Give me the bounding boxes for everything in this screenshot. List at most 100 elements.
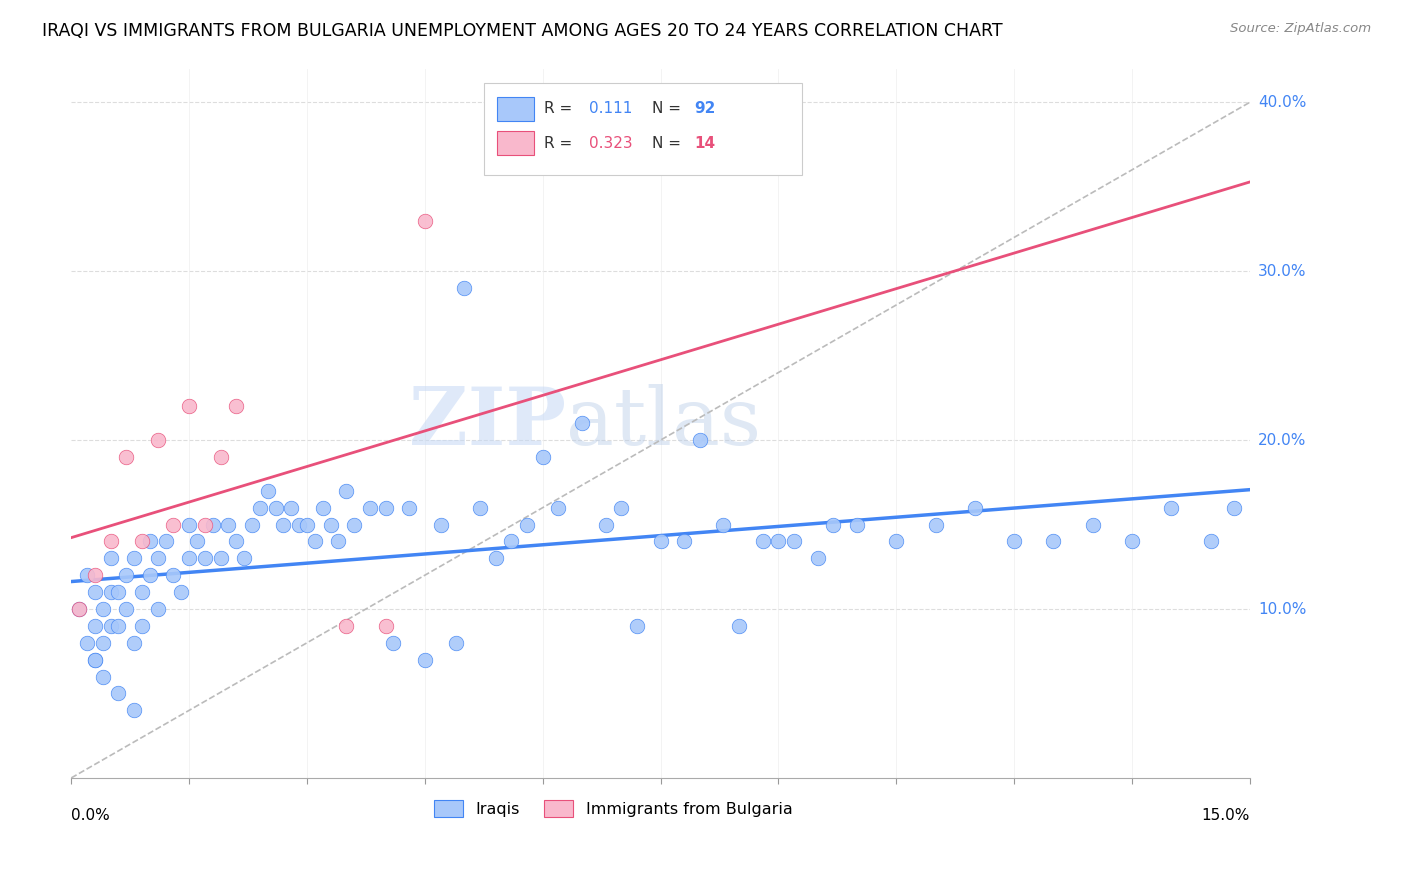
Point — [146, 433, 169, 447]
Point — [146, 551, 169, 566]
Point — [76, 636, 98, 650]
Text: ZIP: ZIP — [409, 384, 567, 462]
Point — [131, 585, 153, 599]
Text: 20.0%: 20.0% — [1258, 433, 1306, 448]
FancyBboxPatch shape — [496, 131, 534, 155]
Point — [194, 517, 217, 532]
Point — [240, 517, 263, 532]
Point — [807, 551, 830, 566]
Point — [100, 619, 122, 633]
Point — [1081, 517, 1104, 532]
Point — [650, 534, 672, 549]
Point — [201, 517, 224, 532]
Point — [359, 500, 381, 515]
Point — [83, 585, 105, 599]
Text: 0.0%: 0.0% — [72, 808, 110, 823]
Point — [146, 602, 169, 616]
Point — [319, 517, 342, 532]
Point — [194, 551, 217, 566]
Text: N =: N = — [652, 136, 686, 151]
Point — [382, 636, 405, 650]
Text: 14: 14 — [695, 136, 716, 151]
Point — [413, 653, 436, 667]
Point — [547, 500, 569, 515]
Point — [453, 281, 475, 295]
Point — [233, 551, 256, 566]
Point — [374, 619, 396, 633]
Point — [139, 534, 162, 549]
Point — [1002, 534, 1025, 549]
Point — [468, 500, 491, 515]
Text: atlas: atlas — [567, 384, 762, 462]
Point — [264, 500, 287, 515]
Point — [100, 551, 122, 566]
Point — [115, 568, 138, 582]
Point — [673, 534, 696, 549]
Point — [91, 669, 114, 683]
Point — [177, 400, 200, 414]
Point — [162, 568, 184, 582]
Point — [335, 619, 357, 633]
Point — [295, 517, 318, 532]
Point — [115, 602, 138, 616]
Point — [626, 619, 648, 633]
Point — [122, 703, 145, 717]
Point — [444, 636, 467, 650]
Text: 30.0%: 30.0% — [1258, 264, 1306, 278]
Text: R =: R = — [544, 102, 576, 117]
Point — [884, 534, 907, 549]
Point — [91, 602, 114, 616]
Point — [186, 534, 208, 549]
Text: N =: N = — [652, 102, 686, 117]
Point — [328, 534, 350, 549]
Point — [107, 686, 129, 700]
Point — [100, 585, 122, 599]
FancyBboxPatch shape — [496, 97, 534, 121]
Text: IRAQI VS IMMIGRANTS FROM BULGARIA UNEMPLOYMENT AMONG AGES 20 TO 24 YEARS CORRELA: IRAQI VS IMMIGRANTS FROM BULGARIA UNEMPL… — [42, 22, 1002, 40]
Point — [595, 517, 617, 532]
Text: R =: R = — [544, 136, 576, 151]
Point — [100, 534, 122, 549]
Point — [1160, 500, 1182, 515]
Point — [374, 500, 396, 515]
Point — [91, 636, 114, 650]
Point — [768, 534, 790, 549]
Point — [501, 534, 523, 549]
Point — [177, 551, 200, 566]
Point — [122, 636, 145, 650]
Text: Source: ZipAtlas.com: Source: ZipAtlas.com — [1230, 22, 1371, 36]
Point — [689, 433, 711, 447]
Point — [516, 517, 538, 532]
Point — [209, 551, 232, 566]
Point — [1199, 534, 1222, 549]
Text: 10.0%: 10.0% — [1258, 601, 1306, 616]
Point — [610, 500, 633, 515]
Point — [1042, 534, 1064, 549]
Text: 40.0%: 40.0% — [1258, 95, 1306, 110]
FancyBboxPatch shape — [484, 83, 801, 175]
Point — [823, 517, 845, 532]
Point — [273, 517, 295, 532]
Text: 0.111: 0.111 — [589, 102, 633, 117]
Point — [209, 450, 232, 464]
Point — [131, 619, 153, 633]
Text: 15.0%: 15.0% — [1202, 808, 1250, 823]
Point — [225, 400, 247, 414]
Point — [107, 619, 129, 633]
Point — [170, 585, 193, 599]
Point — [122, 551, 145, 566]
Point — [429, 517, 451, 532]
Point — [139, 568, 162, 582]
Point — [76, 568, 98, 582]
Point — [335, 483, 357, 498]
Point — [83, 568, 105, 582]
Point — [225, 534, 247, 549]
Point — [115, 450, 138, 464]
Point — [83, 653, 105, 667]
Point — [217, 517, 239, 532]
Point — [484, 551, 506, 566]
Point — [155, 534, 177, 549]
Point — [280, 500, 302, 515]
Point — [963, 500, 986, 515]
Point — [288, 517, 311, 532]
